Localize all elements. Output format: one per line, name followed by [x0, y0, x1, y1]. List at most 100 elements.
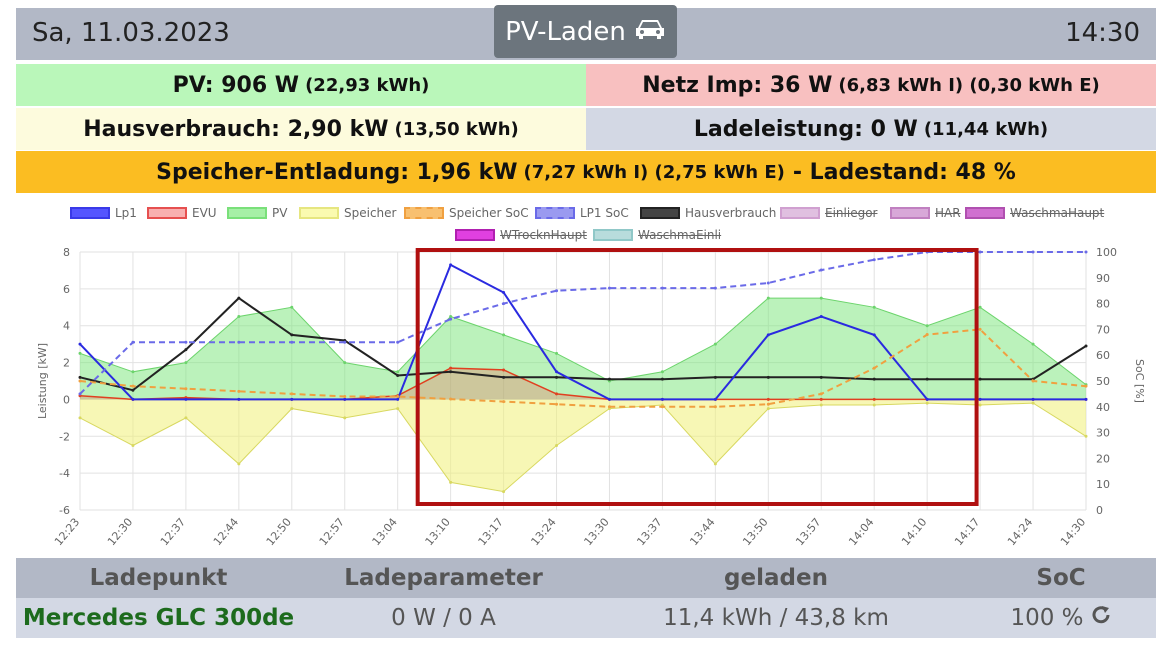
data-point-lp1-soc — [1084, 250, 1088, 254]
data-point-lp1 — [131, 397, 135, 401]
x-tick-label: 13:50 — [740, 516, 770, 549]
data-point-lp1-soc — [184, 340, 188, 344]
data-point-hausverbrauch — [396, 373, 400, 377]
x-tick-label: 12:44 — [211, 516, 241, 549]
data-point-lp1-soc — [872, 258, 876, 262]
x-tick-label: 13:10 — [423, 516, 453, 549]
data-point-hausverbrauch — [184, 348, 188, 352]
series-area-speicher — [80, 399, 1086, 492]
date-display: Sa, 11.03.2023 — [32, 18, 230, 48]
legend-label: WaschmaHaupt — [1010, 206, 1105, 220]
charge-mode-button[interactable]: PV-Laden — [494, 5, 677, 58]
house-consumption-energy: (13,50 kWh) — [394, 118, 519, 140]
data-point-hausverbrauch — [502, 375, 506, 379]
data-point-speicher-soc — [819, 392, 823, 396]
legend-label: Lp1 — [115, 206, 137, 220]
legend-label: Speicher — [344, 206, 397, 220]
vehicle-soc: 100 % — [1010, 605, 1084, 631]
legend-label: WTrocknHaupt — [500, 228, 587, 242]
y-tick-label: 2 — [63, 357, 70, 370]
legend-item-hausverbrauch[interactable]: Hausverbrauch — [640, 206, 776, 220]
data-point-hausverbrauch — [872, 377, 876, 381]
vehicle-name[interactable]: Mercedes GLC 300de — [22, 605, 295, 631]
pv-summary: PV: 906 W (22,93 kWh) — [16, 64, 586, 106]
data-point-evu — [766, 397, 770, 401]
legend-item-einliegor[interactable]: Einliegor — [780, 206, 877, 220]
charging-power-summary: Ladeleistung: 0 W (11,44 kWh) — [586, 108, 1156, 150]
data-point-speicher-soc — [290, 392, 294, 396]
data-point-evu — [819, 397, 823, 401]
y2-tick-label: 70 — [1096, 323, 1110, 336]
data-point-pv — [502, 333, 506, 337]
legend-swatch — [535, 207, 575, 219]
refresh-icon[interactable] — [1090, 604, 1112, 632]
legend-item-speicher[interactable]: Speicher — [299, 206, 396, 220]
x-tick-label: 12:30 — [105, 516, 135, 549]
x-tick-label: 13:30 — [581, 516, 611, 549]
legend-swatch — [780, 207, 820, 219]
data-point-lp1-soc — [978, 250, 982, 254]
x-tick-label: 13:04 — [370, 516, 400, 549]
legend-item-waschmaeinli[interactable]: WaschmaEinli — [593, 228, 721, 242]
data-point-hausverbrauch — [131, 388, 135, 392]
data-point-speicher-soc — [555, 402, 559, 406]
data-point-speicher — [131, 444, 135, 447]
grid-summary: Netz Imp: 36 W (6,83 kWh I) (0,30 kWh E) — [586, 64, 1156, 106]
legend-label: Speicher SoC — [449, 206, 529, 220]
highlight-box — [415, 248, 979, 506]
charge-parameter: 0 W / 0 A — [391, 605, 496, 631]
legend-item-speicher-soc[interactable]: Speicher SoC — [404, 206, 529, 220]
data-point-speicher-soc — [78, 379, 82, 383]
data-point-speicher — [290, 407, 294, 411]
data-point-pv — [766, 296, 770, 300]
legend-item-pv[interactable]: PV — [227, 206, 287, 220]
legend-label: EVU — [192, 206, 217, 220]
series-line-speicher-soc — [79, 328, 1087, 408]
y2-tick-label: 80 — [1096, 298, 1110, 311]
data-point-speicher — [343, 416, 347, 420]
charge-mode-label: PV-Laden — [505, 16, 626, 47]
legend-item-lp1[interactable]: Lp1 — [70, 206, 137, 220]
series-line-pv — [79, 297, 1087, 386]
y-tick-label: -4 — [59, 467, 70, 480]
series-area-pv — [80, 298, 1086, 400]
data-point-lp1 — [872, 333, 876, 337]
data-point-speicher-soc — [237, 389, 241, 393]
legend-item-wtrocknhaupt[interactable]: WTrocknHaupt — [455, 228, 587, 242]
x-tick-label: 13:17 — [476, 516, 506, 549]
x-tick-label: 14:24 — [1005, 516, 1035, 549]
data-point-speicher-soc — [396, 394, 400, 398]
data-point-hausverbrauch — [290, 333, 294, 337]
data-point-speicher-soc — [343, 394, 347, 398]
time-display: 14:30 — [1065, 18, 1140, 48]
data-point-hausverbrauch — [660, 377, 664, 381]
legend-swatch — [890, 207, 930, 219]
legend-swatch — [455, 229, 495, 241]
data-point-lp1 — [78, 342, 82, 346]
data-point-speicher — [78, 416, 82, 420]
charging-power-value: Ladeleistung: 0 W — [693, 116, 918, 142]
data-point-speicher-soc — [872, 366, 876, 370]
data-point-pv — [449, 315, 453, 318]
pv-value: PV: 906 W — [172, 72, 300, 98]
legend-label: LP1 SoC — [580, 206, 629, 220]
top-bar: Sa, 11.03.2023 PV-Laden 14:30 — [16, 5, 1156, 60]
legend-item-waschmahaupt[interactable]: WaschmaHaupt — [965, 206, 1104, 220]
legend-swatch — [70, 207, 110, 219]
data-point-lp1 — [607, 397, 611, 401]
legend-item-har[interactable]: HAR — [890, 206, 961, 220]
data-point-speicher-soc — [713, 405, 717, 409]
legend-item-lp1-soc[interactable]: LP1 SoC — [535, 206, 629, 220]
storage-value: Speicher-Entladung: 1,96 kW — [156, 159, 518, 185]
data-point-speicher-soc — [660, 405, 664, 409]
y-tick-label: 0 — [63, 393, 70, 406]
storage-energy: (7,27 kWh I) (2,75 kWh E) — [523, 161, 785, 183]
y2-tick-label: 60 — [1096, 349, 1110, 362]
data-point-lp1 — [660, 397, 664, 401]
data-point-lp1-soc — [78, 392, 82, 396]
data-point-speicher-soc — [607, 405, 611, 409]
legend-item-evu[interactable]: EVU — [147, 206, 217, 220]
legend-swatch — [299, 207, 339, 219]
data-point-speicher-soc — [925, 333, 929, 337]
charging-power-energy: (11,44 kWh) — [923, 118, 1049, 140]
